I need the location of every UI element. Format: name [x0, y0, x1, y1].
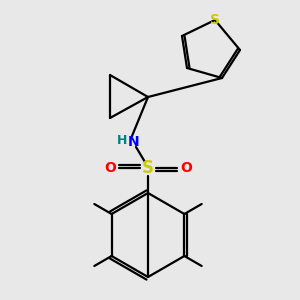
- Text: S: S: [210, 13, 220, 27]
- Text: S: S: [142, 159, 154, 177]
- Text: N: N: [128, 135, 140, 149]
- Text: O: O: [180, 161, 192, 175]
- Text: O: O: [104, 161, 116, 175]
- Text: H: H: [117, 134, 127, 146]
